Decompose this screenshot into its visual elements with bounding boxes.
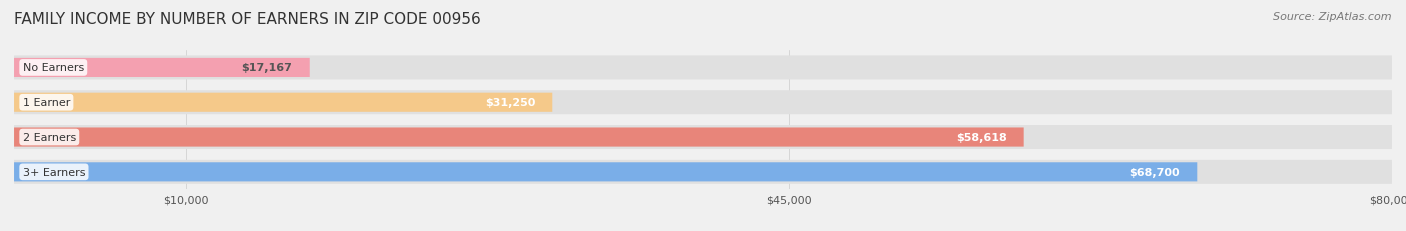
FancyBboxPatch shape	[14, 128, 1024, 147]
FancyBboxPatch shape	[14, 160, 1392, 184]
FancyBboxPatch shape	[14, 59, 309, 78]
Text: 2 Earners: 2 Earners	[22, 132, 76, 143]
Text: $68,700: $68,700	[1129, 167, 1180, 177]
FancyBboxPatch shape	[14, 125, 1392, 149]
Text: Source: ZipAtlas.com: Source: ZipAtlas.com	[1274, 12, 1392, 21]
Text: $58,618: $58,618	[956, 132, 1007, 143]
FancyBboxPatch shape	[14, 93, 553, 112]
Text: 1 Earner: 1 Earner	[22, 98, 70, 108]
Text: $31,250: $31,250	[485, 98, 536, 108]
Text: 3+ Earners: 3+ Earners	[22, 167, 86, 177]
FancyBboxPatch shape	[14, 91, 1392, 115]
Text: FAMILY INCOME BY NUMBER OF EARNERS IN ZIP CODE 00956: FAMILY INCOME BY NUMBER OF EARNERS IN ZI…	[14, 12, 481, 27]
Text: No Earners: No Earners	[22, 63, 84, 73]
FancyBboxPatch shape	[14, 56, 1392, 80]
FancyBboxPatch shape	[14, 163, 1198, 182]
Text: $17,167: $17,167	[242, 63, 292, 73]
